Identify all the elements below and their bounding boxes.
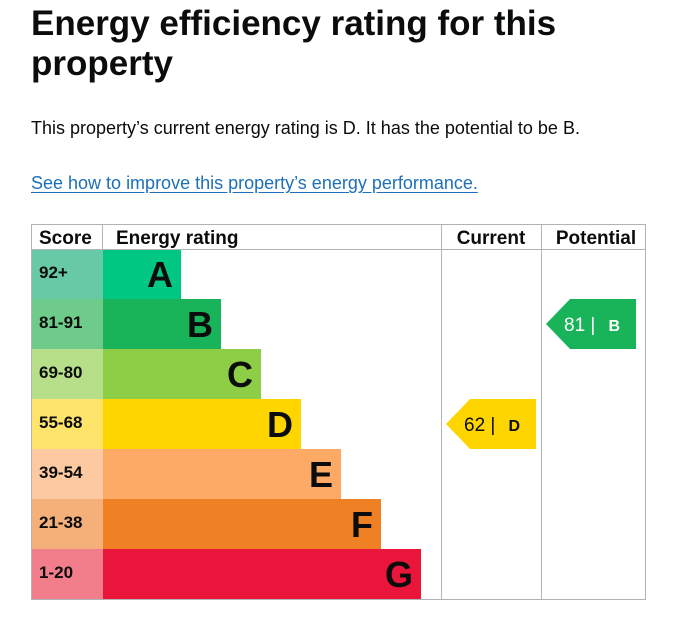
score-range-label: 92+ xyxy=(39,263,68,282)
score-cell xyxy=(31,299,103,349)
band-row-c: 69-80 C xyxy=(31,349,261,399)
potential-rating-marker-letter: B xyxy=(608,318,620,335)
score-cell xyxy=(31,499,103,549)
current-rating-marker-value: 62 | xyxy=(464,415,495,436)
score-range-label: 21-38 xyxy=(39,513,82,532)
potential-rating-marker-value: 81 | xyxy=(564,315,595,336)
score-cell xyxy=(31,249,103,299)
rating-letter: E xyxy=(309,454,333,495)
rating-letter: B xyxy=(187,304,213,345)
header-potential: Potential xyxy=(556,228,636,249)
band-row-b: 81-91 B xyxy=(31,299,221,349)
score-range-label: 39-54 xyxy=(39,463,83,482)
current-rating-marker: 62 | D xyxy=(446,399,536,449)
potential-rating-marker: 81 | B xyxy=(546,299,636,349)
score-range-label: 81-91 xyxy=(39,313,82,332)
score-range-label: 1-20 xyxy=(39,563,73,582)
current-rating-marker-arrow xyxy=(446,399,536,449)
rating-bar xyxy=(103,399,301,449)
rating-letter: A xyxy=(147,254,173,295)
rating-bar xyxy=(103,449,341,499)
rating-bar xyxy=(103,249,181,299)
band-row-e: 39-54 E xyxy=(31,449,341,499)
rating-letter: G xyxy=(385,554,413,595)
header-current: Current xyxy=(457,228,526,249)
score-cell xyxy=(31,349,103,399)
rating-bar xyxy=(103,299,221,349)
rating-letter: C xyxy=(227,354,253,395)
band-row-g: 1-20 G xyxy=(31,549,421,599)
header-energy-rating: Energy rating xyxy=(116,228,238,249)
improve-performance-link[interactable]: See how to improve this property’s energ… xyxy=(31,173,478,193)
band-row-f: 21-38 F xyxy=(31,499,381,549)
score-range-label: 69-80 xyxy=(39,363,82,382)
score-cell xyxy=(31,549,103,599)
rating-bar xyxy=(103,499,381,549)
score-cell xyxy=(31,449,103,499)
rating-bar xyxy=(103,549,421,599)
rating-letter: D xyxy=(267,404,293,445)
header-score: Score xyxy=(39,228,92,249)
rating-summary: This property’s current energy rating is… xyxy=(31,118,580,138)
band-row-d: 55-68 D xyxy=(31,399,301,449)
potential-rating-marker-arrow xyxy=(546,299,636,349)
score-range-label: 55-68 xyxy=(39,413,82,432)
band-row-a: 92+ A xyxy=(31,249,181,299)
rating-bar xyxy=(103,349,261,399)
page-title: Energy efficiency rating for this proper… xyxy=(31,4,557,83)
current-rating-marker-letter: D xyxy=(508,418,520,435)
rating-letter: F xyxy=(351,504,373,545)
score-cell xyxy=(31,399,103,449)
